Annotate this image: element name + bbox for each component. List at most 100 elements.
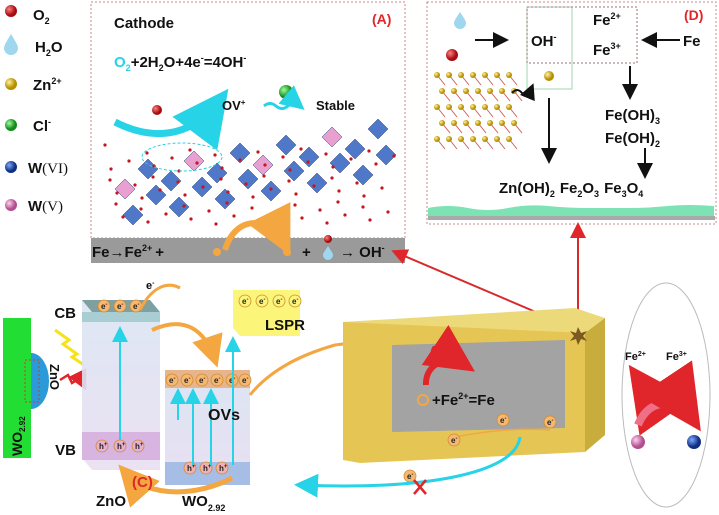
- oxygen-atom: [299, 147, 303, 151]
- legend-w6: W(VI): [28, 160, 68, 177]
- wo-electrons: e-e-e-e-e-e-: [165, 373, 252, 387]
- zn-atom: [482, 136, 488, 142]
- stable-label: Stable: [316, 98, 355, 113]
- octahedron: [122, 204, 144, 226]
- legend-w5: W(V): [28, 198, 63, 215]
- charge-carrier-label: e-: [101, 302, 107, 311]
- electron-transfer-arrow: [151, 322, 223, 368]
- oxygen-atom: [219, 177, 223, 181]
- oxygen-atom: [361, 205, 365, 209]
- oxygen-atom: [146, 220, 150, 224]
- octahedron: [114, 178, 136, 200]
- oxygen-atom: [275, 211, 279, 215]
- electron-dot: [417, 394, 429, 406]
- charge-carrier-label: e-: [242, 297, 248, 306]
- electron-dot: [213, 248, 221, 256]
- zno-label: ZnO: [96, 493, 126, 510]
- oxygen-atom: [368, 218, 372, 222]
- oxygen-atom: [145, 151, 149, 155]
- charge-carrier-label: h+: [117, 442, 126, 451]
- octahedron: [306, 172, 328, 194]
- zn-atom: [434, 72, 440, 78]
- charge-carrier: [238, 294, 252, 308]
- ov-label: OV+: [222, 98, 246, 113]
- oxygen-atom: [312, 184, 316, 188]
- oxygen-atom: [114, 202, 118, 206]
- charge-carrier: [199, 461, 213, 475]
- cb-label: CB: [54, 305, 76, 322]
- oxygen-atom: [392, 154, 396, 158]
- electron-path-arrow: [138, 283, 181, 311]
- charge-carrier: [97, 299, 111, 313]
- cyan-curved-arrow: [113, 88, 229, 151]
- oxygen-atom: [220, 166, 224, 170]
- heterojunction: WO2.92 ZnO CB VB e-e-e- h+ h+ h+ e- e-e-e-…: [3, 280, 305, 513]
- charge-carrier-label: e-: [133, 302, 139, 311]
- hole-transfer-arrow: [118, 464, 234, 508]
- zn-atom: [499, 88, 505, 94]
- oxygen-atom: [244, 182, 248, 186]
- oxygen-atom: [288, 168, 292, 172]
- charge-carrier: [238, 373, 252, 387]
- zn-atom: [499, 120, 505, 126]
- oxygen-sphere-icon: [324, 235, 332, 243]
- zn-atom: [463, 88, 469, 94]
- oxygen-atom: [214, 222, 218, 226]
- legend-o2: O2: [33, 7, 50, 26]
- charge-carrier-label: e-: [451, 436, 457, 445]
- oxygen-atom: [300, 216, 304, 220]
- octahedron: [229, 142, 251, 164]
- zn-atom: [470, 104, 476, 110]
- wo3-crystal-lattice: [103, 118, 397, 226]
- oxygen-atom: [386, 210, 390, 214]
- redox-cycle: Fe2+ Fe3+: [621, 282, 711, 508]
- anode-reaction: Fe→Fe2+ +: [92, 243, 164, 261]
- charge-carrier-label: e-: [117, 302, 123, 311]
- feoh3: Fe(OH)3: [605, 107, 660, 126]
- wavy-arrow: [511, 83, 535, 102]
- vacancy-highlight: [141, 142, 223, 172]
- octahedron: [168, 196, 190, 218]
- oxygen-atom: [127, 159, 131, 163]
- chloride-sphere-icon: [279, 85, 293, 99]
- panel-d: (D) OH- Fe2+ Fe3+ Fe Fe(OH)3 Fe(OH)2 Zn(…: [426, 1, 717, 225]
- charge-carrier-label: e-: [242, 376, 248, 385]
- charge-carrier: [543, 415, 557, 429]
- charge-carrier-label: e-: [199, 376, 205, 385]
- oxygen-atom: [183, 193, 187, 197]
- oxygen-atom: [151, 175, 155, 179]
- oxygen-atom: [262, 174, 266, 178]
- legend: O2 H2O Zn2+ Cl- W(VI) W(V): [4, 5, 68, 215]
- zn-atom: [458, 72, 464, 78]
- oxygen-atom: [306, 160, 310, 164]
- zno-particle: [31, 353, 49, 409]
- ellipse-fe3: Fe3+: [666, 351, 687, 363]
- box-side: [585, 318, 605, 452]
- oxygen-atom: [133, 183, 137, 187]
- charge-carrier: [131, 439, 145, 453]
- octahedron: [344, 138, 366, 160]
- zn-atom: [482, 104, 488, 110]
- oxygen-atom: [188, 148, 192, 152]
- charge-carrier: [180, 373, 194, 387]
- oxygen-atom: [121, 215, 125, 219]
- zn-atom: [494, 72, 500, 78]
- charge-carrier-label: e-: [259, 297, 265, 306]
- octahedron: [237, 168, 259, 190]
- cl-sphere-icon: [5, 119, 17, 131]
- electron-label: e-: [146, 280, 155, 292]
- charge-carrier-label: h+: [187, 464, 196, 473]
- oxygen-atom: [336, 200, 340, 204]
- zn-atom: [458, 104, 464, 110]
- zno-vertical-label: ZnO: [47, 364, 62, 390]
- feoh2: Fe(OH)2: [605, 130, 660, 149]
- cathode-equation: O2+2H2O+4e-=4OH-: [114, 53, 246, 73]
- zno-cb-band: [82, 312, 160, 322]
- panel-a-frame: [90, 1, 406, 239]
- w6-sphere-icon: [5, 161, 17, 173]
- octahedron: [214, 188, 236, 210]
- steel-substrate: (B) +Fe2+=Fe e-e-e-e-: [248, 308, 605, 498]
- panel-a: (A) Cathode O2+2H2O+4e-=4OH- OV+ Stable …: [90, 1, 406, 263]
- box-electrons: e-e-e-e-: [403, 413, 557, 483]
